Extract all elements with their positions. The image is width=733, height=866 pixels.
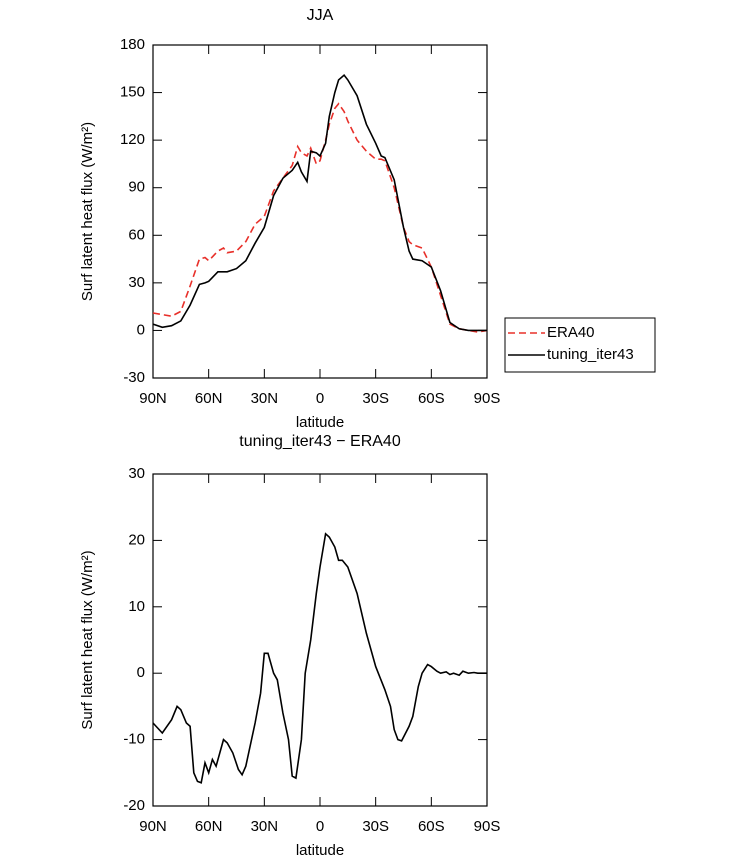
- y-tick-label: 0: [137, 321, 145, 338]
- x-axis-label: latitude: [296, 414, 344, 431]
- y-tick-label: 0: [137, 664, 145, 681]
- x-tick-label: 60S: [418, 390, 445, 407]
- x-tick-label: 60S: [418, 818, 445, 835]
- y-tick-label: 120: [120, 131, 145, 148]
- y-tick-label: -30: [123, 369, 145, 386]
- y-tick-label: 20: [128, 531, 145, 548]
- y-axis-label: Surf latent heat flux (W/m²): [79, 122, 96, 301]
- chart-title: JJA: [307, 7, 334, 24]
- x-tick-label: 90N: [139, 818, 167, 835]
- x-tick-label: 60N: [195, 818, 223, 835]
- y-tick-label: 30: [128, 465, 145, 482]
- chart-title: tuning_iter43 − ERA40: [239, 433, 401, 450]
- x-tick-label: 90S: [474, 390, 501, 407]
- data-line: [152, 102, 488, 333]
- x-tick-label: 30N: [251, 390, 279, 407]
- y-tick-label: 60: [128, 226, 145, 243]
- x-tick-label: 90N: [139, 390, 167, 407]
- x-tick-label: 30S: [362, 818, 389, 835]
- y-tick-label: -10: [123, 731, 145, 748]
- plot-frame: [152, 473, 488, 807]
- y-tick-label: 30: [128, 274, 145, 291]
- plot-frame: [152, 44, 488, 379]
- x-tick-label: 30S: [362, 390, 389, 407]
- x-tick-label: 30N: [251, 818, 279, 835]
- y-tick-label: 150: [120, 84, 145, 101]
- data-line: [152, 532, 487, 784]
- y-tick-label: 10: [128, 598, 145, 615]
- data-line: [152, 73, 487, 332]
- x-tick-label: 0: [316, 818, 324, 835]
- x-tick-label: 60N: [195, 390, 223, 407]
- legend-box: [504, 317, 656, 373]
- legend-label: tuning_iter43: [547, 346, 634, 363]
- y-tick-label: 90: [128, 179, 145, 196]
- legend-label: ERA40: [547, 324, 595, 341]
- y-axis-label: Surf latent heat flux (W/m²): [79, 550, 96, 729]
- x-tick-label: 0: [316, 390, 324, 407]
- x-axis-label: latitude: [296, 842, 344, 859]
- y-tick-label: -20: [123, 797, 145, 814]
- y-tick-label: 180: [120, 36, 145, 53]
- x-tick-label: 90S: [474, 818, 501, 835]
